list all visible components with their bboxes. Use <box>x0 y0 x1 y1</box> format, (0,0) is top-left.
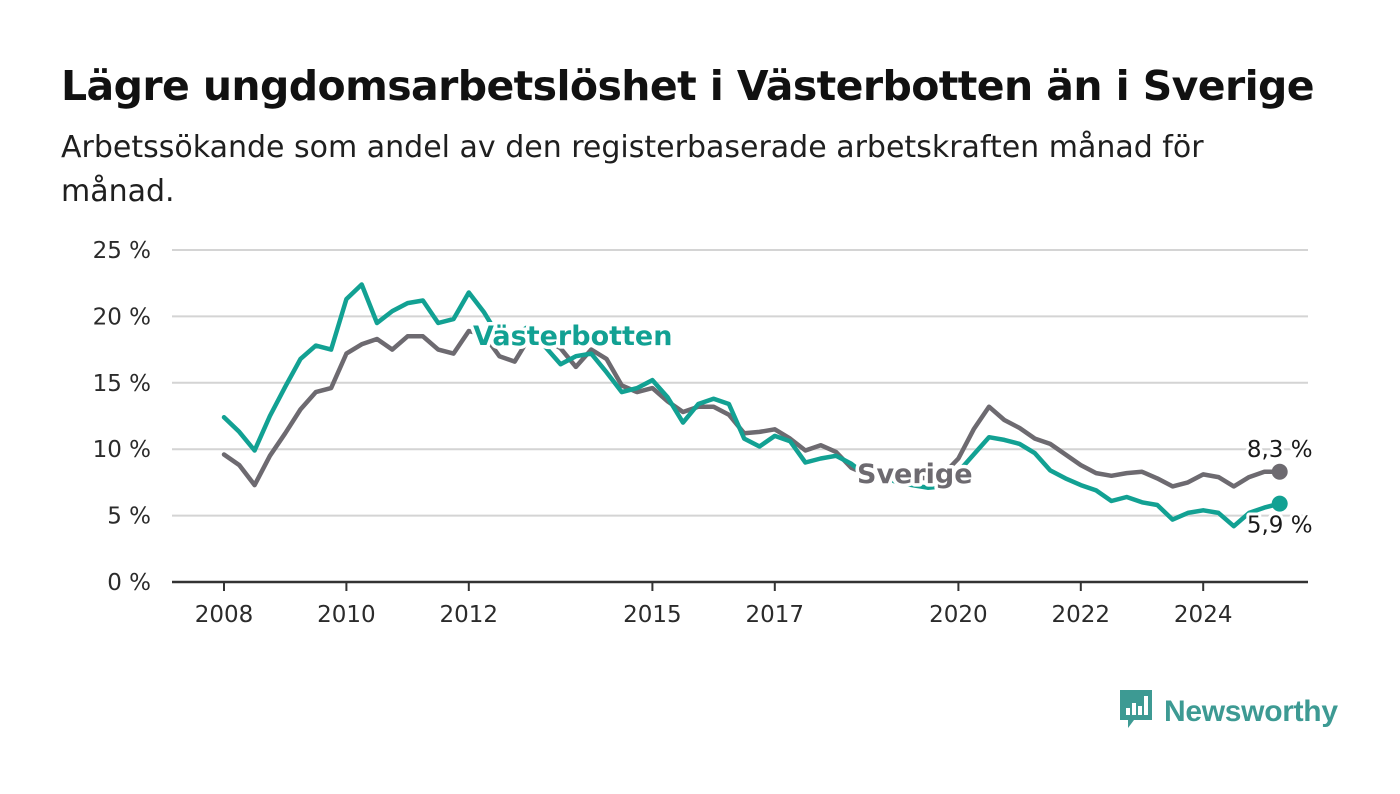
chart-subtitle: Arbetssökande som andel av den registerb… <box>61 130 1204 209</box>
series-labels: Sverige Västerbotten 8,3 % 5,9 % <box>470 318 1316 542</box>
x-tick-label: 2012 <box>440 602 499 628</box>
y-tick-label: 15 % <box>93 371 151 397</box>
x-tick-label: 2022 <box>1052 602 1111 628</box>
end-point-västerbotten <box>1271 495 1288 512</box>
newsworthy-logo-icon <box>1118 688 1154 736</box>
y-tick-label: 25 % <box>93 238 151 264</box>
x-tick-label: 2020 <box>929 602 988 628</box>
x-tick-label: 2010 <box>317 602 376 628</box>
series-line-västerbotten <box>221 282 1282 529</box>
x-tick-label: 2017 <box>746 602 805 628</box>
y-tick-label: 10 % <box>93 437 151 463</box>
y-tick-label: 5 % <box>107 504 151 530</box>
gridlines <box>172 249 1308 584</box>
series-line-sverige <box>221 328 1282 489</box>
end-point-sverige <box>1271 463 1288 480</box>
series-lines <box>221 282 1288 529</box>
y-tick-label: 20 % <box>93 304 151 330</box>
newsworthy-brand: Newsworthy <box>1118 690 1338 734</box>
x-tick-label: 2024 <box>1174 602 1233 628</box>
x-axis-ticks: 2008 2010 2012 2015 2017 2020 2022 2024 <box>195 582 1233 628</box>
x-tick-label: 2008 <box>195 602 254 628</box>
series-label-västerbotten: Västerbotten <box>473 321 672 352</box>
y-axis-ticks: 0 % 5 % 10 % 15 % 20 % 25 % <box>93 238 151 596</box>
series-label-sverige: Sverige <box>857 459 973 490</box>
x-tick-label: 2015 <box>623 602 682 628</box>
end-value-label-västerbotten: 5,9 % <box>1247 513 1313 539</box>
chart-title: Lägre ungdomsarbetslöshet i Västerbotten… <box>61 62 1315 110</box>
y-tick-label: 0 % <box>107 570 151 596</box>
end-value-label-sverige: 8,3 % <box>1247 437 1313 463</box>
newsworthy-wordmark: Newsworthy <box>1164 695 1338 728</box>
